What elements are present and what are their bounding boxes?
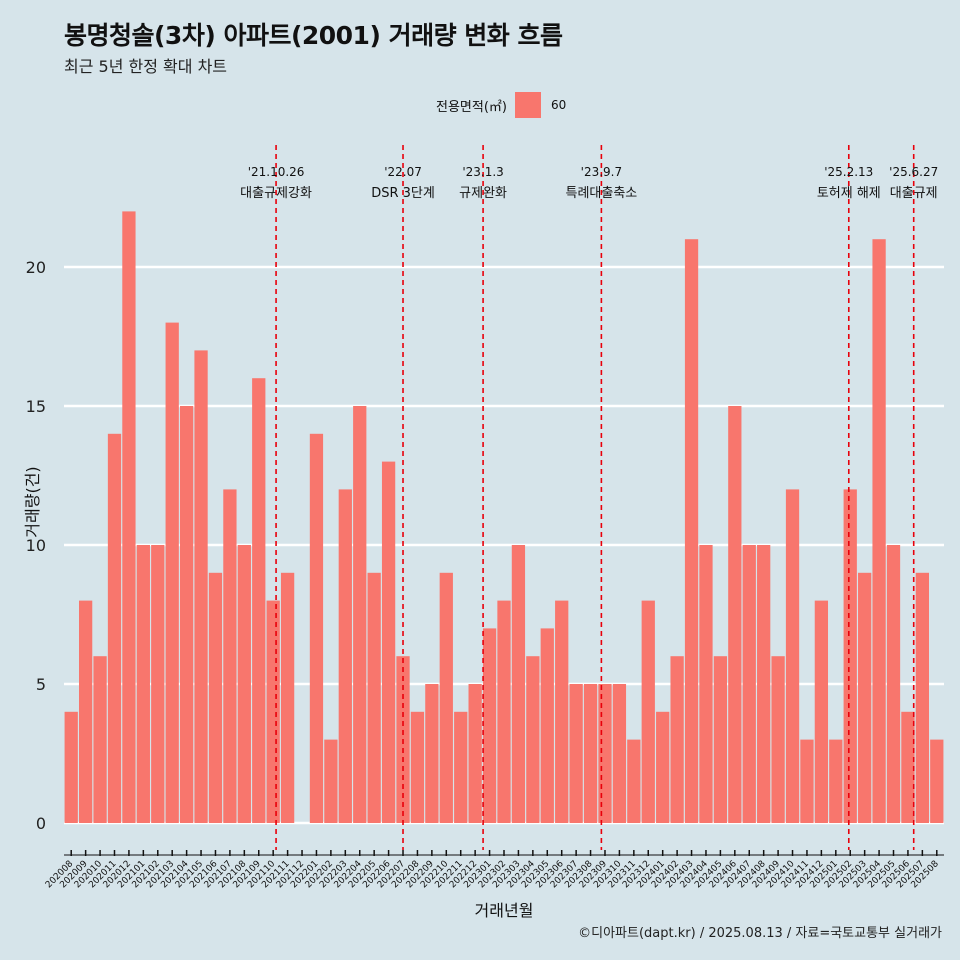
bar (280, 572, 295, 823)
bar (742, 545, 756, 823)
bar (252, 378, 266, 823)
bar (728, 406, 742, 823)
bar (309, 433, 324, 823)
bar (814, 600, 829, 823)
chart-subtitle: 최근 5년 한정 확대 차트 (64, 57, 228, 76)
bar (194, 350, 208, 823)
bar (122, 211, 136, 823)
bar (612, 684, 627, 823)
bar (699, 545, 713, 823)
bar (540, 628, 554, 823)
event-date-label: '25.2.13 (824, 165, 873, 179)
bar (497, 600, 511, 823)
bar (771, 656, 785, 823)
bar (511, 545, 526, 823)
chart-title: 봉명청솔(3차) 아파트(2001) 거래량 변화 흐름 (64, 21, 563, 50)
bar (670, 656, 684, 823)
bar (872, 239, 886, 823)
bar (886, 545, 901, 823)
y-tick-label: 15 (26, 397, 46, 416)
event-name-label: 규제완화 (459, 186, 507, 201)
bar (136, 545, 150, 823)
source-caption: ©디아파트(dapt.kr) / 2025.08.13 / 자료=국토교통부 실… (578, 926, 942, 941)
bar (829, 739, 843, 823)
bar (583, 684, 598, 823)
bar (223, 489, 237, 823)
bar (482, 628, 497, 823)
bar (79, 600, 93, 823)
legend: 전용면적(㎡) 60 (436, 92, 566, 118)
bar (64, 711, 78, 823)
event-name-label: 특례대출축소 (565, 186, 637, 201)
bar (800, 739, 814, 823)
event-name-label: DSR 3단계 (371, 186, 435, 201)
event-date-label: '23.1.3 (462, 165, 503, 179)
y-axis-title: 거래량(건) (23, 466, 42, 538)
legend-title: 전용면적(㎡) (436, 99, 507, 115)
bar (641, 600, 655, 823)
bar (627, 739, 641, 823)
bar (93, 656, 107, 823)
bar (179, 406, 194, 823)
event-date-label: '25.6.27 (889, 165, 938, 179)
bar (569, 684, 583, 823)
y-tick-label: 0 (36, 814, 46, 833)
bar (526, 656, 540, 823)
bar (858, 572, 872, 823)
bar (338, 489, 352, 823)
bar (367, 572, 381, 823)
bar (381, 461, 396, 823)
y-tick-label: 10 (26, 536, 46, 555)
bar (266, 600, 280, 823)
bar (684, 239, 699, 823)
event-name-label: 대출규제강화 (240, 186, 312, 201)
bar (656, 711, 670, 823)
bar (439, 572, 453, 823)
y-tick-label: 20 (26, 258, 46, 277)
bar (930, 739, 944, 823)
bar (901, 711, 915, 823)
bar (785, 489, 800, 823)
bar (208, 572, 223, 823)
bar (843, 489, 857, 823)
event-date-label: '21.10.26 (248, 165, 305, 179)
bar (598, 684, 612, 823)
bar (165, 322, 179, 823)
event-date-label: '23.9.7 (581, 165, 622, 179)
bar (468, 684, 482, 823)
bar (757, 545, 771, 823)
bar (425, 684, 439, 823)
y-tick-label: 5 (36, 675, 46, 694)
bar (107, 433, 122, 823)
bar (915, 572, 929, 823)
event-name-label: 대출규제 (890, 186, 938, 201)
bar (410, 711, 425, 823)
bar (237, 545, 251, 823)
bar (454, 711, 468, 823)
bar (713, 656, 728, 823)
bar (151, 545, 165, 823)
event-date-label: '22.07 (384, 165, 422, 179)
legend-swatch (514, 92, 541, 118)
bar (353, 406, 367, 823)
bar (555, 600, 569, 823)
legend-key: 60 (550, 98, 567, 112)
bar (324, 739, 338, 823)
event-name-label: 토허제 해제 (817, 186, 881, 201)
x-axis-title: 거래년월 (474, 901, 534, 920)
